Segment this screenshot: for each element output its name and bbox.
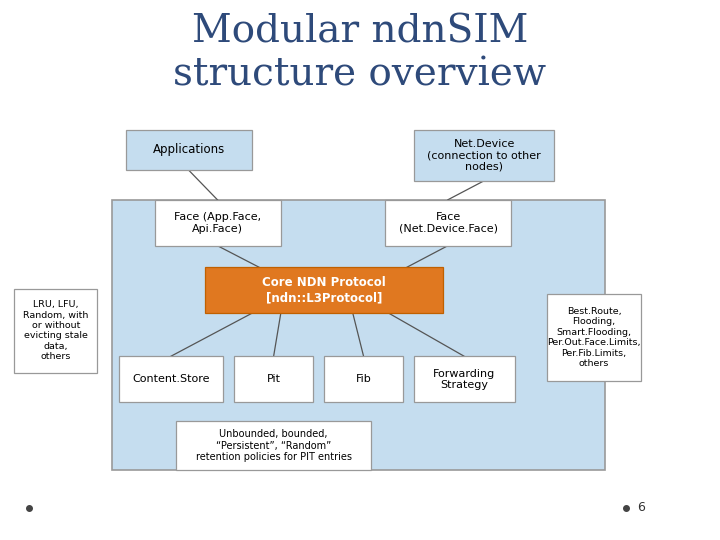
FancyBboxPatch shape <box>414 130 554 181</box>
Text: Face (App.Face,
Api.Face): Face (App.Face, Api.Face) <box>174 212 261 233</box>
Text: Face
(Net.Device.Face): Face (Net.Device.Face) <box>399 212 498 233</box>
FancyBboxPatch shape <box>324 356 403 402</box>
Text: Unbounded, bounded,
“Persistent”, “Random”
retention policies for PIT entries: Unbounded, bounded, “Persistent”, “Rando… <box>196 429 351 462</box>
FancyBboxPatch shape <box>385 200 511 246</box>
Text: structure overview: structure overview <box>174 57 546 94</box>
FancyBboxPatch shape <box>112 200 605 470</box>
FancyBboxPatch shape <box>205 267 443 313</box>
Text: Net.Device
(connection to other
nodes): Net.Device (connection to other nodes) <box>428 139 541 172</box>
FancyBboxPatch shape <box>547 294 641 381</box>
FancyBboxPatch shape <box>119 356 223 402</box>
Text: Fib: Fib <box>356 374 372 384</box>
Text: Content.Store: Content.Store <box>132 374 210 384</box>
FancyBboxPatch shape <box>414 356 515 402</box>
Text: Modular ndnSIM: Modular ndnSIM <box>192 14 528 51</box>
FancyBboxPatch shape <box>14 289 97 373</box>
FancyBboxPatch shape <box>176 421 371 470</box>
FancyBboxPatch shape <box>126 130 252 170</box>
Text: Best.Route,
Flooding,
Smart.Flooding,
Per.Out.Face.Limits,
Per.Fib.Limits,
other: Best.Route, Flooding, Smart.Flooding, Pe… <box>547 307 641 368</box>
Text: 6: 6 <box>637 501 645 514</box>
Text: Pit: Pit <box>266 374 281 384</box>
Text: Applications: Applications <box>153 143 225 157</box>
Text: LRU, LFU,
Random, with
or without
evicting stale
data,
others: LRU, LFU, Random, with or without evicti… <box>23 300 89 361</box>
Text: Forwarding
Strategy: Forwarding Strategy <box>433 368 495 390</box>
Text: Core NDN Protocol
[ndn::L3Protocol]: Core NDN Protocol [ndn::L3Protocol] <box>262 276 386 304</box>
FancyBboxPatch shape <box>234 356 313 402</box>
FancyBboxPatch shape <box>155 200 281 246</box>
